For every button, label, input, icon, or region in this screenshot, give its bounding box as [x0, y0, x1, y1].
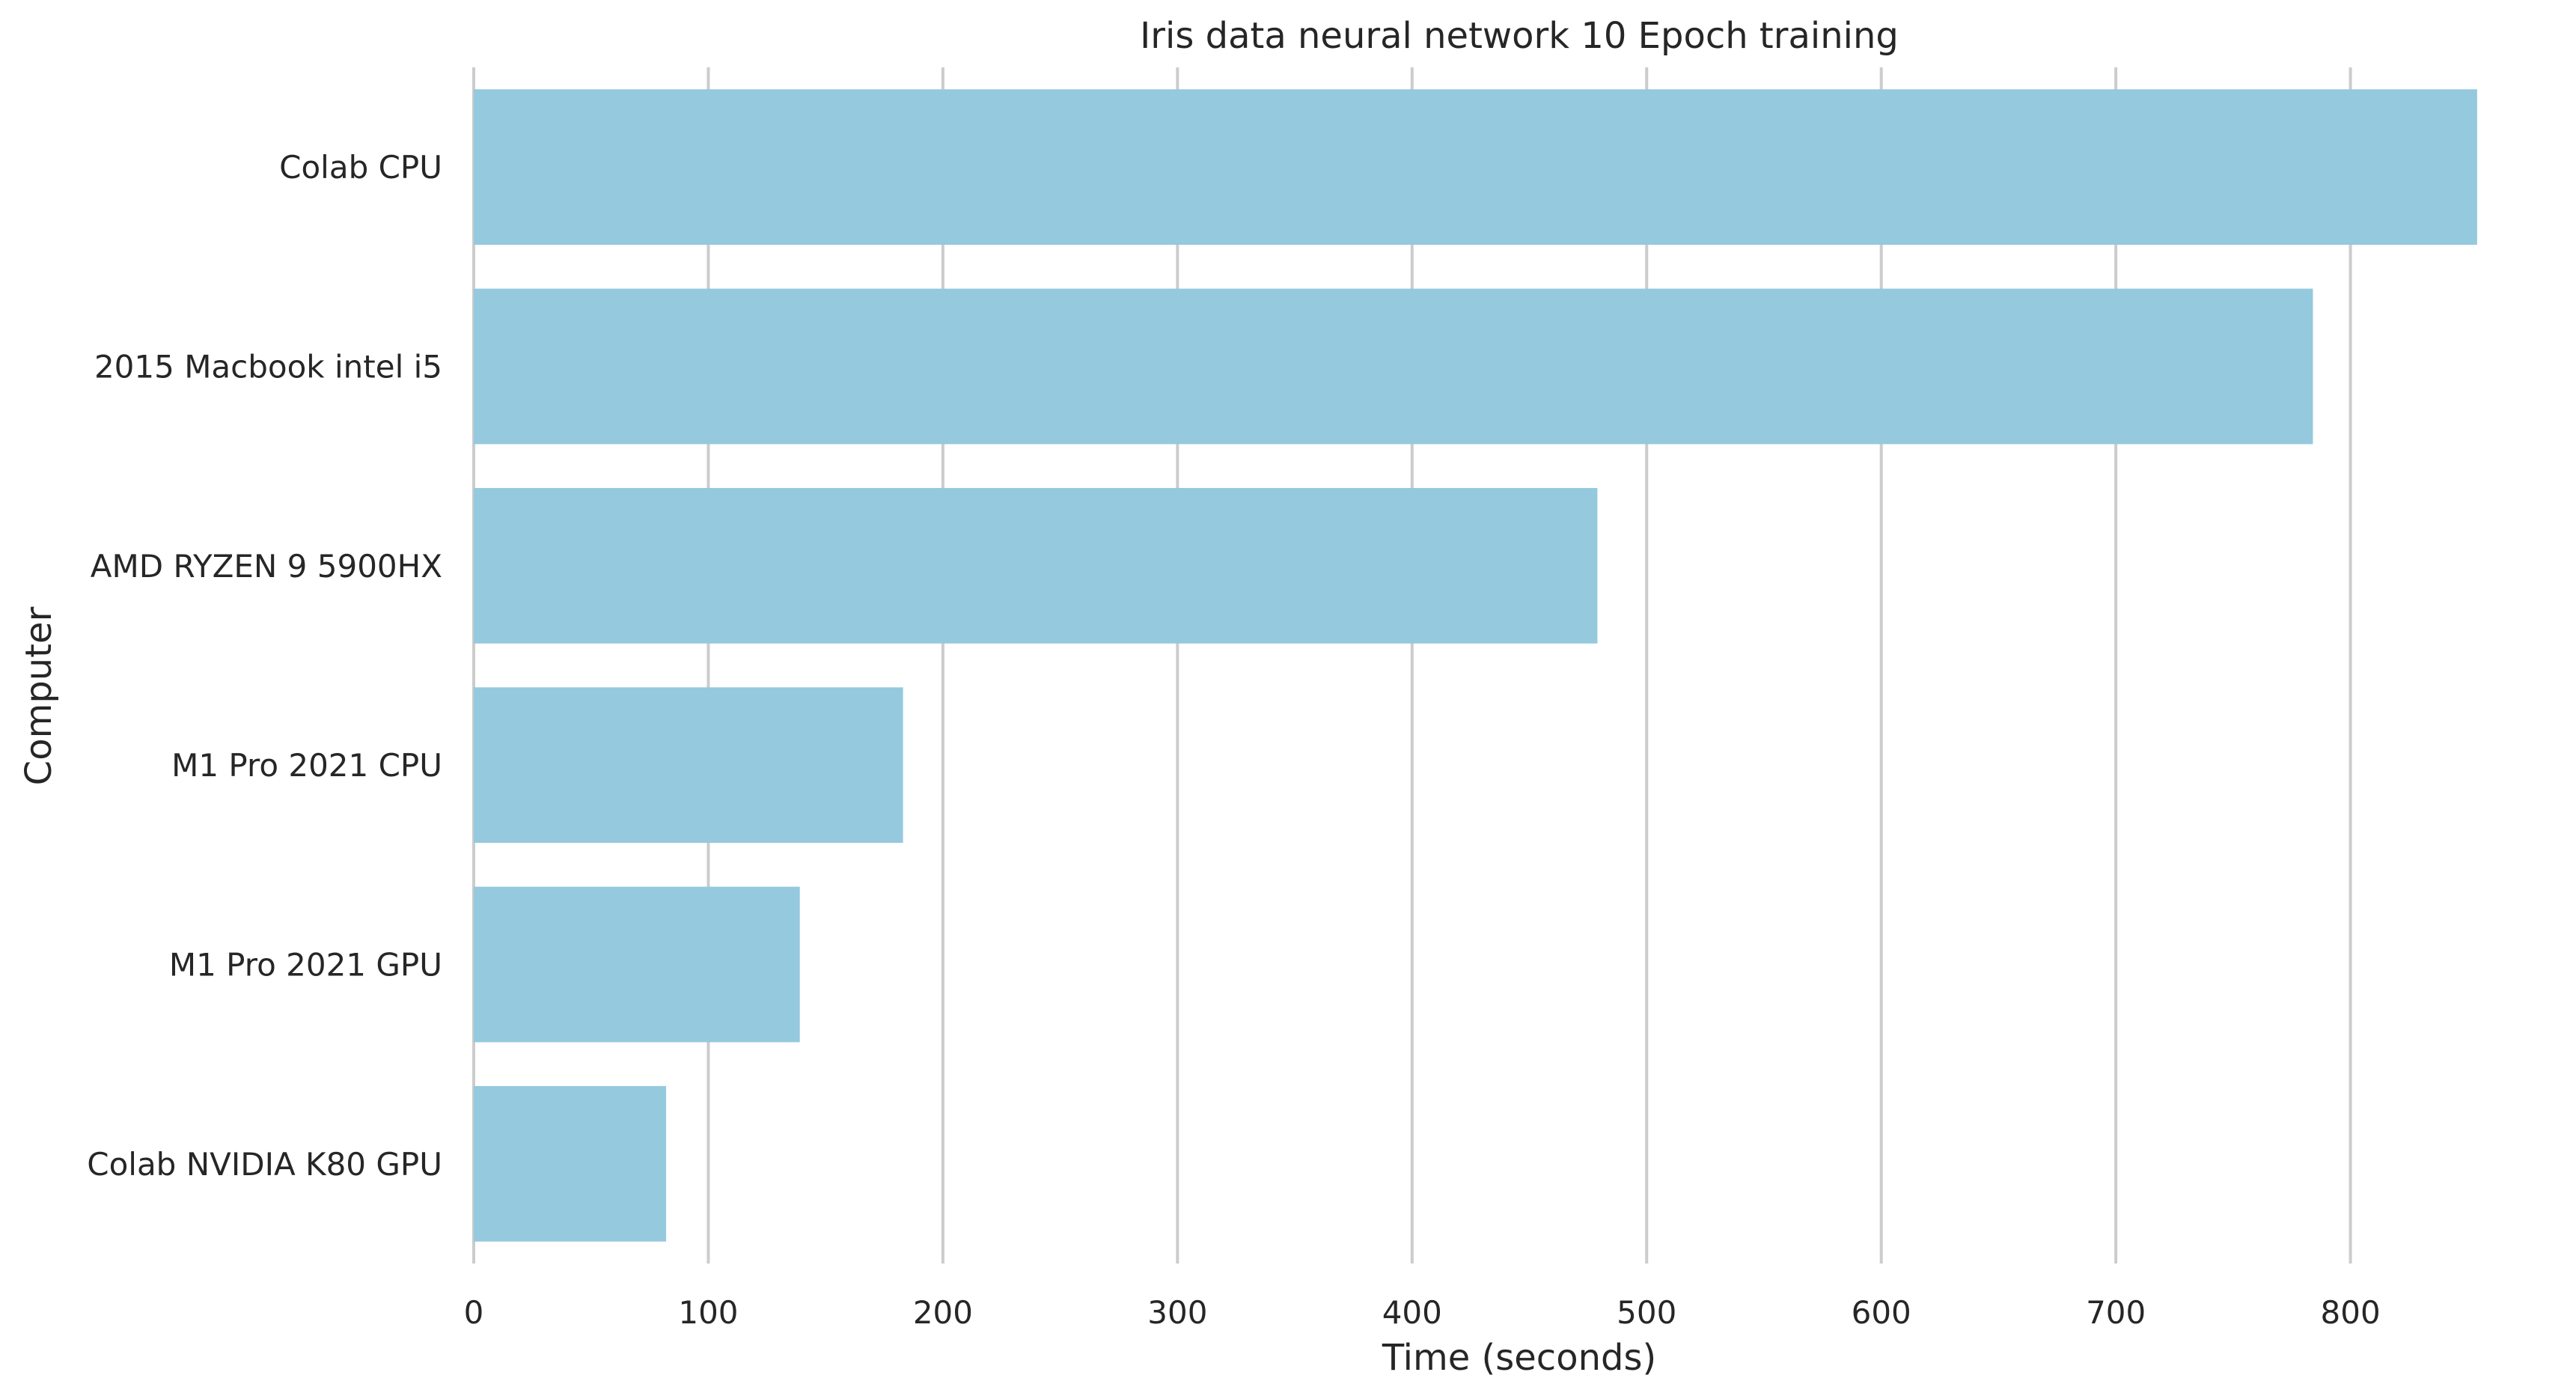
x-axis-label: Time (seconds): [1382, 1337, 1656, 1379]
y-tick-labels: Colab CPU 2015 Macbook intel i5 AMD RYZEN …: [87, 149, 442, 1183]
bar: [474, 886, 800, 1043]
y-tick-label: M1 Pro 2021 CPU: [171, 747, 442, 784]
x-tick-label: 200: [913, 1294, 973, 1331]
y-axis-label: Computer: [18, 606, 60, 785]
y-tick-label: Colab CPU: [279, 149, 442, 186]
x-tick-label: 300: [1147, 1294, 1207, 1331]
bar: [474, 89, 2477, 246]
bars: [474, 89, 2477, 1242]
chart-title: Iris data neural network 10 Epoch traini…: [1140, 15, 1899, 57]
y-tick-label: 2015 Macbook intel i5: [94, 349, 442, 385]
bar: [474, 487, 1598, 644]
y-tick-label: AMD RYZEN 9 5900HX: [91, 548, 442, 585]
x-tick-label: 500: [1617, 1294, 1676, 1331]
bar: [474, 687, 903, 844]
y-tick-label: Colab NVIDIA K80 GPU: [87, 1146, 442, 1183]
x-tick-label: 400: [1382, 1294, 1442, 1331]
bar: [474, 288, 2313, 445]
x-tick-label: 0: [464, 1294, 484, 1331]
x-tick-label: 700: [2086, 1294, 2146, 1331]
x-tick-label: 600: [1852, 1294, 1911, 1331]
x-tick-label: 800: [2321, 1294, 2381, 1331]
bar: [474, 1085, 667, 1242]
x-tick-labels: 0 100 200 300 400 500 600 700 800: [464, 1294, 2381, 1331]
y-tick-label: M1 Pro 2021 GPU: [169, 947, 442, 984]
x-tick-label: 100: [678, 1294, 738, 1331]
grid-lines: [472, 67, 2352, 1263]
